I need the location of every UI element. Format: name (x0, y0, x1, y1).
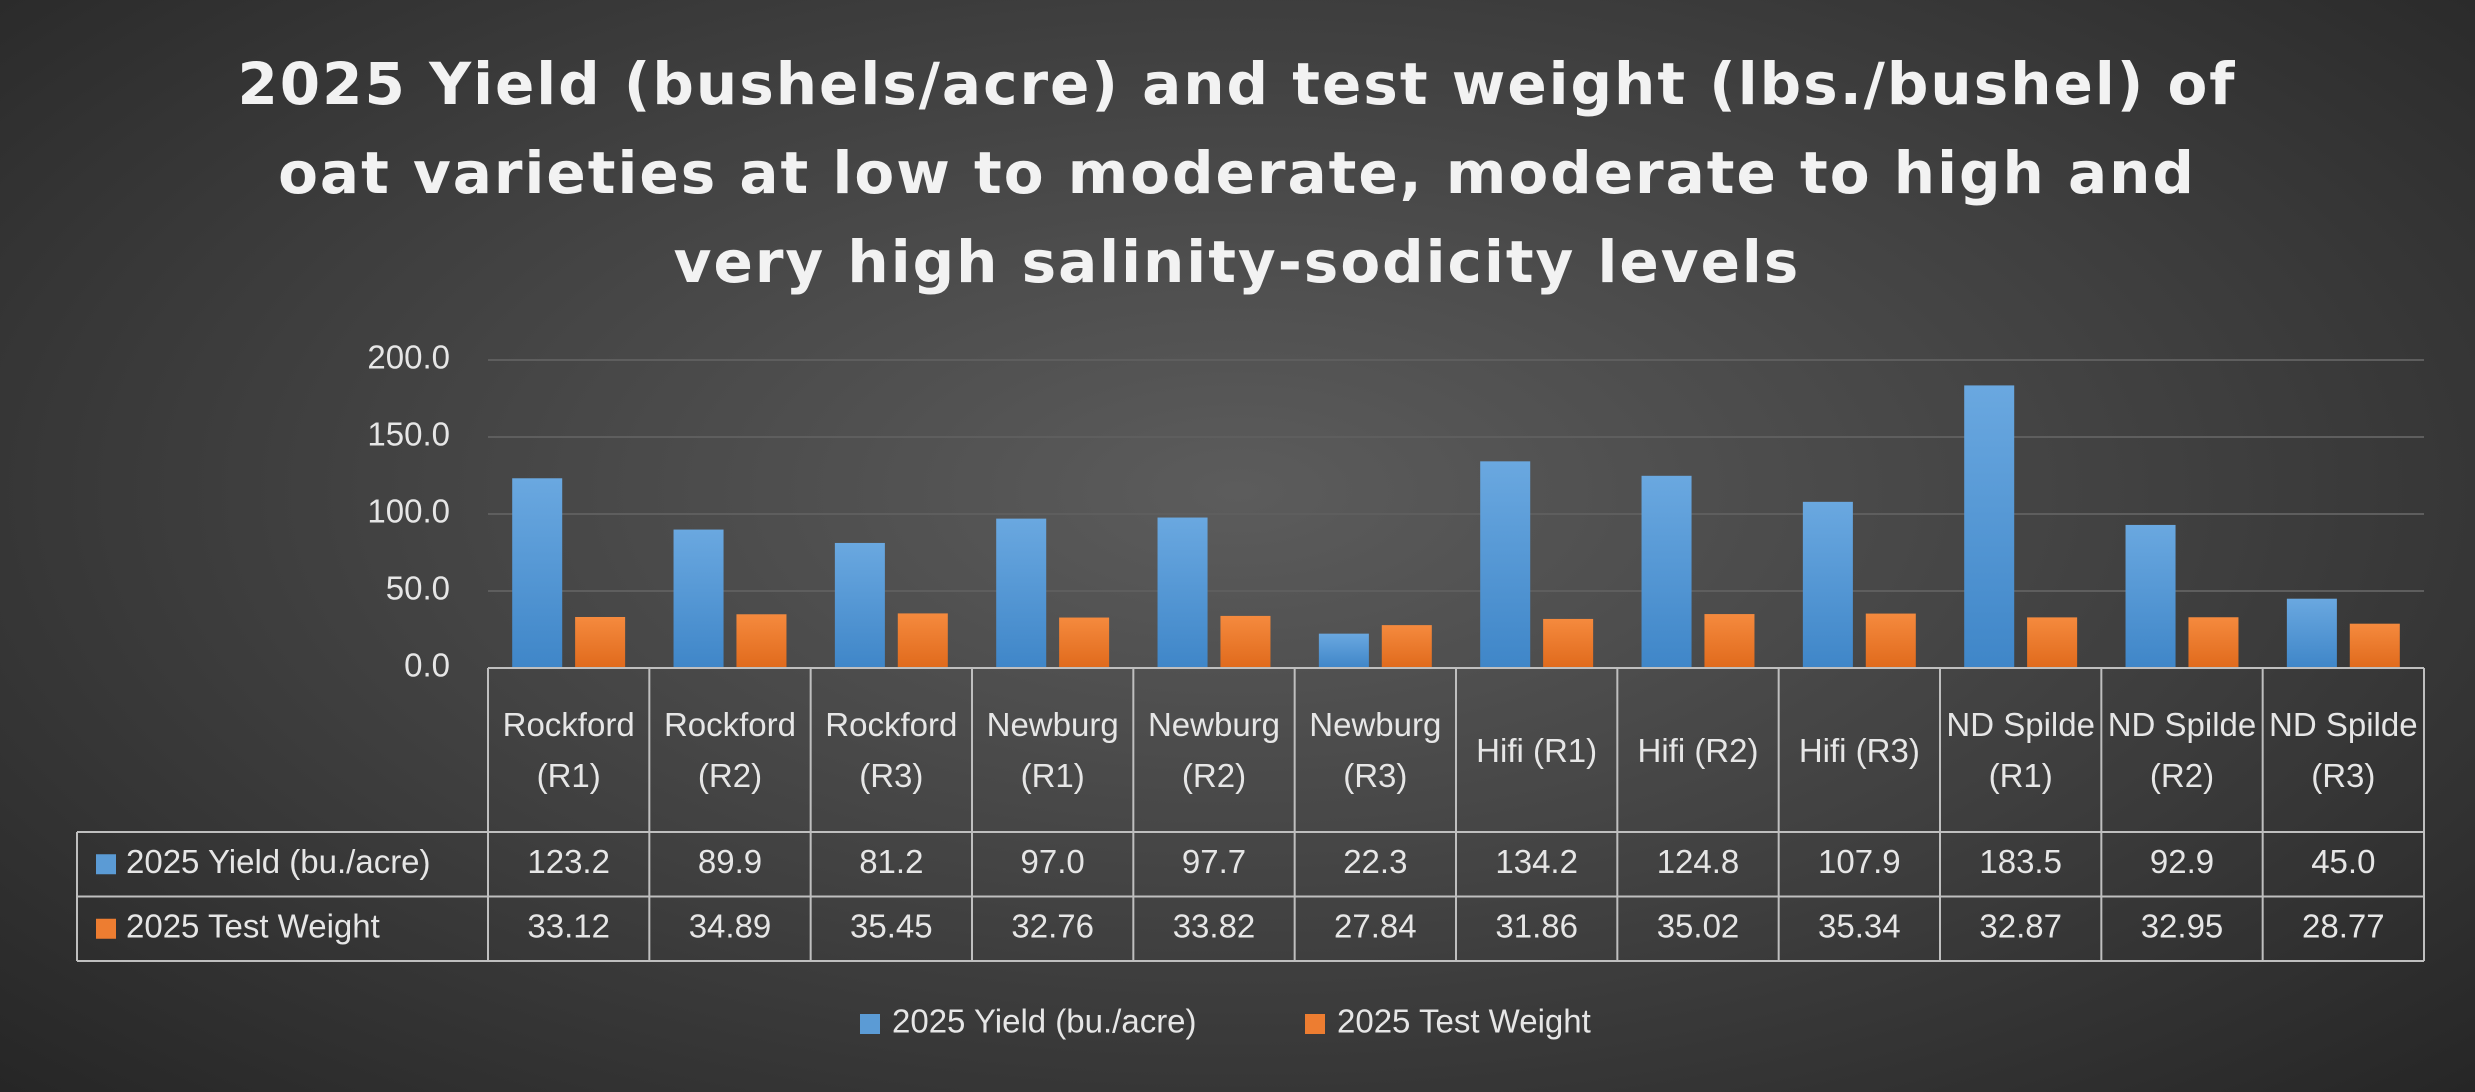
bar (1641, 475, 1692, 668)
table-cell: 92.9 (2150, 843, 2214, 880)
x-tick-label: Newburg (R2) (1147, 706, 1281, 794)
table-cell: 33.82 (1173, 907, 1256, 944)
table-cell: 45.0 (2311, 843, 2375, 880)
x-tick-label: Hifi (R2) (1637, 731, 1759, 769)
table-cell: 107.9 (1818, 843, 1901, 880)
bar (1865, 613, 1916, 668)
bar (512, 478, 563, 668)
bar (1157, 517, 1208, 668)
legend-key (860, 1014, 880, 1034)
legend-key (1305, 1014, 1325, 1034)
bar (2027, 617, 2078, 668)
x-tick-label: Hifi (R1) (1476, 731, 1598, 769)
x-tick-label: ND Spilde (R3) (2269, 706, 2418, 794)
bar (2125, 524, 2176, 668)
bar (2286, 598, 2337, 668)
table-cell: 97.7 (1182, 843, 1246, 880)
table-cell: 183.5 (1979, 843, 2062, 880)
bar (1381, 625, 1432, 668)
table-cell: 31.86 (1495, 907, 1578, 944)
bar (1220, 615, 1271, 668)
table-cell: 134.2 (1495, 843, 1578, 880)
table-cell: 32.87 (1979, 907, 2062, 944)
x-tick-label: Newburg (R3) (1309, 706, 1442, 794)
bar (1543, 618, 1594, 668)
bar (1802, 501, 1853, 668)
x-tick-label: Newburg (R1) (986, 706, 1119, 794)
bar (1059, 617, 1110, 668)
legend-label: 2025 Yield (bu./acre) (892, 1003, 1197, 1040)
x-tick-label: ND Spilde (R2) (2107, 706, 2257, 794)
x-tick-label: Rockford (R1) (502, 706, 635, 794)
y-tick-label: 200.0 (367, 339, 450, 376)
legend-label: 2025 Test Weight (1337, 1003, 1591, 1040)
table-cell: 89.9 (698, 843, 762, 880)
bar (2349, 623, 2400, 668)
table-cell: 22.3 (1343, 843, 1407, 880)
bar (834, 542, 885, 668)
table-cell: 35.02 (1657, 907, 1740, 944)
table-cell: 32.95 (2141, 907, 2224, 944)
x-tick-label: ND Spilde (R1) (1946, 706, 2095, 794)
bar (1964, 385, 2015, 668)
table-row-label: 2025 Yield (bu./acre) (126, 843, 431, 880)
table-cell: 123.2 (527, 843, 610, 880)
y-tick-label: 100.0 (367, 493, 450, 530)
chart-title: 2025 Yield (bushels/acre) and test weigh… (237, 50, 2237, 296)
x-tick-label: Rockford (R3) (825, 706, 958, 794)
x-tick-label: Rockford (R2) (663, 706, 797, 794)
y-tick-label: 0.0 (404, 647, 450, 684)
x-tick-label: Hifi (R3) (1798, 731, 1920, 769)
bar (897, 613, 948, 668)
table-cell: 28.77 (2302, 907, 2385, 944)
y-tick-label: 150.0 (367, 416, 450, 453)
bar (736, 614, 787, 668)
bar (1704, 614, 1755, 668)
bar (1318, 633, 1369, 668)
table-cell: 33.12 (527, 907, 610, 944)
y-tick-label: 50.0 (386, 570, 450, 607)
table-cell: 27.84 (1334, 907, 1417, 944)
table-cell: 35.45 (850, 907, 933, 944)
table-cell: 35.34 (1818, 907, 1901, 944)
table-cell: 81.2 (859, 843, 923, 880)
legend-key (96, 854, 116, 875)
bar (575, 616, 626, 668)
table-cell: 34.89 (689, 907, 772, 944)
table-cell: 97.0 (1021, 843, 1085, 880)
table-cell: 32.76 (1011, 907, 1094, 944)
bar (2188, 617, 2239, 668)
bar (996, 518, 1047, 668)
legend-key (96, 918, 116, 939)
bar (1480, 461, 1531, 668)
bar (673, 529, 724, 668)
table-cell: 124.8 (1657, 843, 1740, 880)
table-row-label: 2025 Test Weight (126, 907, 380, 944)
